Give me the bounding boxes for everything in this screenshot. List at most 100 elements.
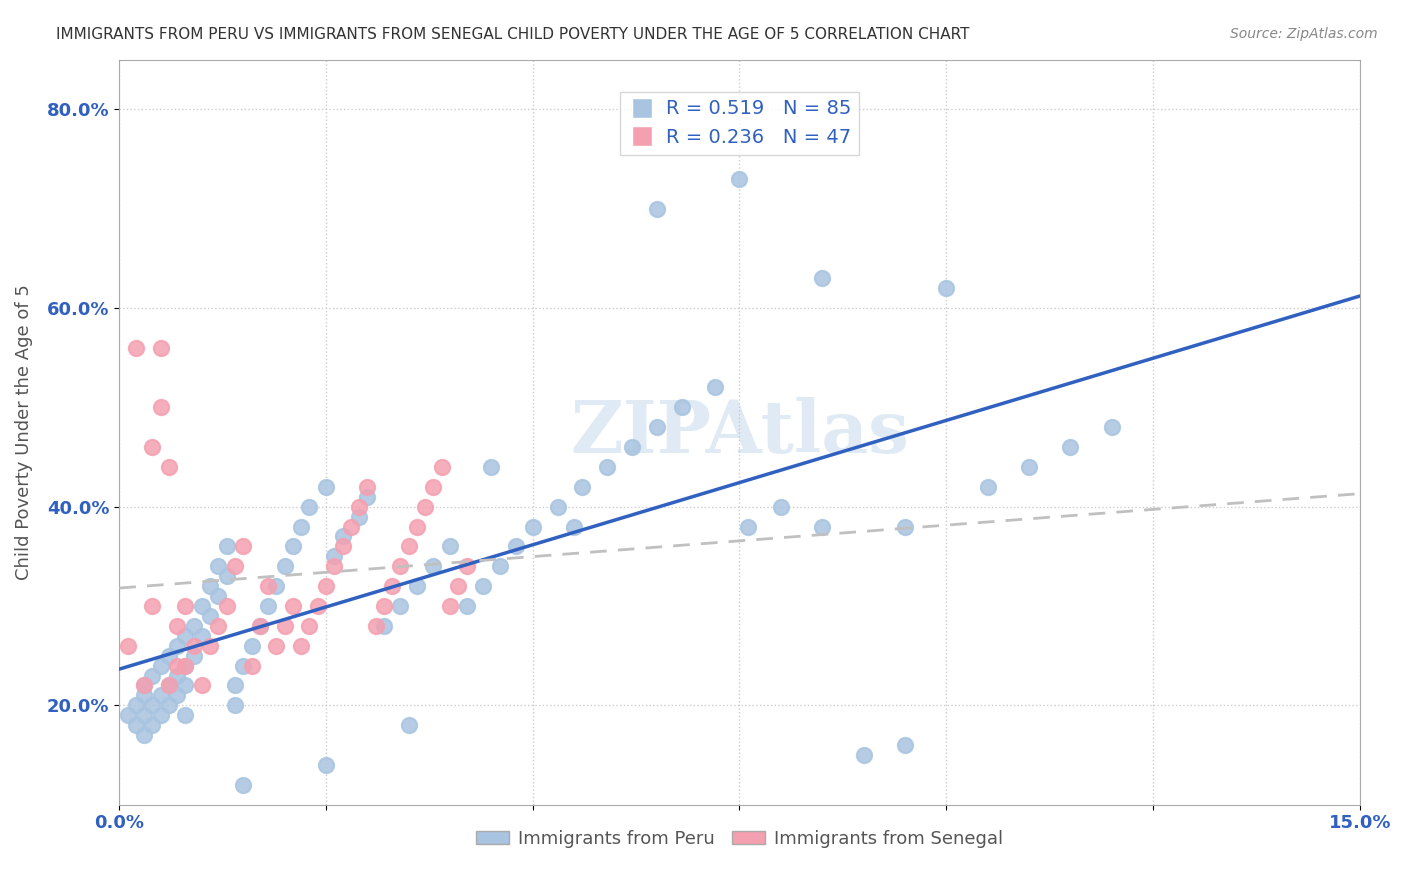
Point bbox=[315, 579, 337, 593]
Point bbox=[183, 648, 205, 663]
Point bbox=[894, 738, 917, 752]
Point bbox=[422, 480, 444, 494]
Point bbox=[141, 718, 163, 732]
Point bbox=[157, 459, 180, 474]
Point bbox=[207, 619, 229, 633]
Point bbox=[406, 579, 429, 593]
Point bbox=[620, 440, 643, 454]
Point bbox=[398, 718, 420, 732]
Point bbox=[191, 678, 214, 692]
Point bbox=[290, 519, 312, 533]
Point bbox=[117, 639, 139, 653]
Point bbox=[281, 599, 304, 613]
Point bbox=[298, 619, 321, 633]
Point bbox=[191, 599, 214, 613]
Point bbox=[439, 540, 461, 554]
Point bbox=[224, 678, 246, 692]
Point bbox=[811, 519, 834, 533]
Legend: R = 0.519   N = 85, R = 0.236   N = 47: R = 0.519 N = 85, R = 0.236 N = 47 bbox=[620, 92, 859, 155]
Point bbox=[1059, 440, 1081, 454]
Point bbox=[332, 529, 354, 543]
Point bbox=[141, 440, 163, 454]
Point bbox=[373, 619, 395, 633]
Point bbox=[522, 519, 544, 533]
Point bbox=[290, 639, 312, 653]
Point bbox=[249, 619, 271, 633]
Point bbox=[769, 500, 792, 514]
Point bbox=[232, 540, 254, 554]
Point bbox=[273, 559, 295, 574]
Point bbox=[488, 559, 510, 574]
Y-axis label: Child Poverty Under the Age of 5: Child Poverty Under the Age of 5 bbox=[15, 285, 32, 580]
Point bbox=[149, 658, 172, 673]
Point bbox=[174, 599, 197, 613]
Point bbox=[332, 540, 354, 554]
Point bbox=[257, 599, 280, 613]
Point bbox=[183, 639, 205, 653]
Point bbox=[266, 639, 288, 653]
Point bbox=[191, 629, 214, 643]
Point bbox=[737, 519, 759, 533]
Point bbox=[456, 559, 478, 574]
Point bbox=[157, 678, 180, 692]
Point bbox=[166, 658, 188, 673]
Point bbox=[456, 599, 478, 613]
Point bbox=[562, 519, 585, 533]
Point bbox=[232, 658, 254, 673]
Point bbox=[224, 559, 246, 574]
Point bbox=[671, 401, 693, 415]
Point bbox=[347, 509, 370, 524]
Point bbox=[174, 678, 197, 692]
Point bbox=[132, 708, 155, 723]
Point bbox=[645, 202, 668, 216]
Point bbox=[315, 480, 337, 494]
Point bbox=[315, 758, 337, 772]
Point bbox=[340, 519, 363, 533]
Point bbox=[398, 540, 420, 554]
Point bbox=[157, 678, 180, 692]
Point bbox=[200, 608, 222, 623]
Point bbox=[430, 459, 453, 474]
Point bbox=[125, 718, 148, 732]
Point bbox=[149, 689, 172, 703]
Point bbox=[472, 579, 495, 593]
Point bbox=[149, 401, 172, 415]
Point bbox=[413, 500, 436, 514]
Point bbox=[125, 698, 148, 713]
Point bbox=[364, 619, 387, 633]
Point bbox=[356, 490, 378, 504]
Point bbox=[141, 668, 163, 682]
Point bbox=[389, 559, 412, 574]
Point bbox=[125, 341, 148, 355]
Point bbox=[232, 778, 254, 792]
Point bbox=[1101, 420, 1123, 434]
Point bbox=[323, 559, 346, 574]
Point bbox=[166, 668, 188, 682]
Point bbox=[307, 599, 329, 613]
Point bbox=[373, 599, 395, 613]
Text: ZIPAtlas: ZIPAtlas bbox=[569, 397, 908, 467]
Point bbox=[166, 639, 188, 653]
Point bbox=[207, 589, 229, 603]
Point bbox=[1018, 459, 1040, 474]
Point bbox=[356, 480, 378, 494]
Point bbox=[728, 171, 751, 186]
Point bbox=[149, 341, 172, 355]
Point bbox=[157, 698, 180, 713]
Point bbox=[447, 579, 470, 593]
Point bbox=[215, 540, 238, 554]
Point bbox=[141, 698, 163, 713]
Point bbox=[117, 708, 139, 723]
Point bbox=[215, 569, 238, 583]
Text: Source: ZipAtlas.com: Source: ZipAtlas.com bbox=[1230, 27, 1378, 41]
Point bbox=[935, 281, 957, 295]
Point bbox=[479, 459, 502, 474]
Point bbox=[174, 658, 197, 673]
Point bbox=[976, 480, 998, 494]
Point bbox=[132, 728, 155, 742]
Point bbox=[645, 420, 668, 434]
Point bbox=[381, 579, 404, 593]
Point bbox=[266, 579, 288, 593]
Point bbox=[505, 540, 527, 554]
Point bbox=[240, 658, 263, 673]
